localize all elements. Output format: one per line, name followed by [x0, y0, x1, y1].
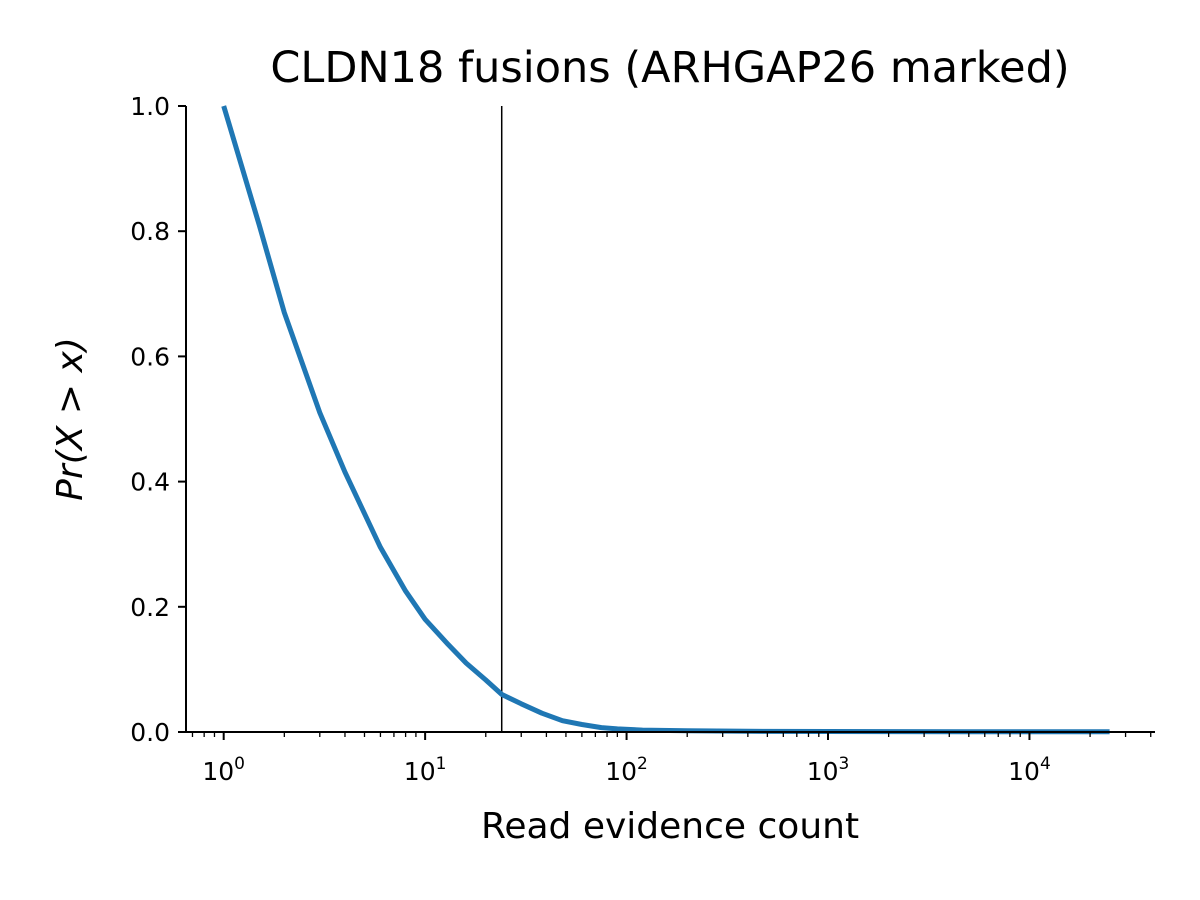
- x-tick-label: 103: [807, 754, 850, 786]
- x-tick-label: 101: [404, 754, 447, 786]
- x-tick-label: 102: [605, 754, 648, 786]
- y-axis-label: Pr(X > x): [50, 337, 91, 501]
- chart-title: CLDN18 fusions (ARHGAP26 marked): [270, 43, 1069, 93]
- plot-area: [221, 105, 1110, 735]
- x-ticks: 100 101 102 103 104: [191, 732, 1152, 786]
- y-tick-label: 0.8: [130, 217, 170, 246]
- x-tick-label: 104: [1008, 754, 1051, 786]
- y-tick-label: 0.0: [130, 718, 170, 747]
- y-tick-label: 0.6: [130, 342, 170, 371]
- x-axis-label: Read evidence count: [481, 806, 859, 847]
- y-tick-label: 0.4: [130, 468, 170, 497]
- x-tick-label: 100: [202, 754, 245, 786]
- y-tick-label: 0.2: [130, 593, 170, 622]
- y-tick-label: 1.0: [130, 92, 170, 121]
- series-line: [221, 105, 1110, 735]
- y-ticks: 0.0 0.2 0.4 0.6 0.8 1.0: [130, 92, 186, 747]
